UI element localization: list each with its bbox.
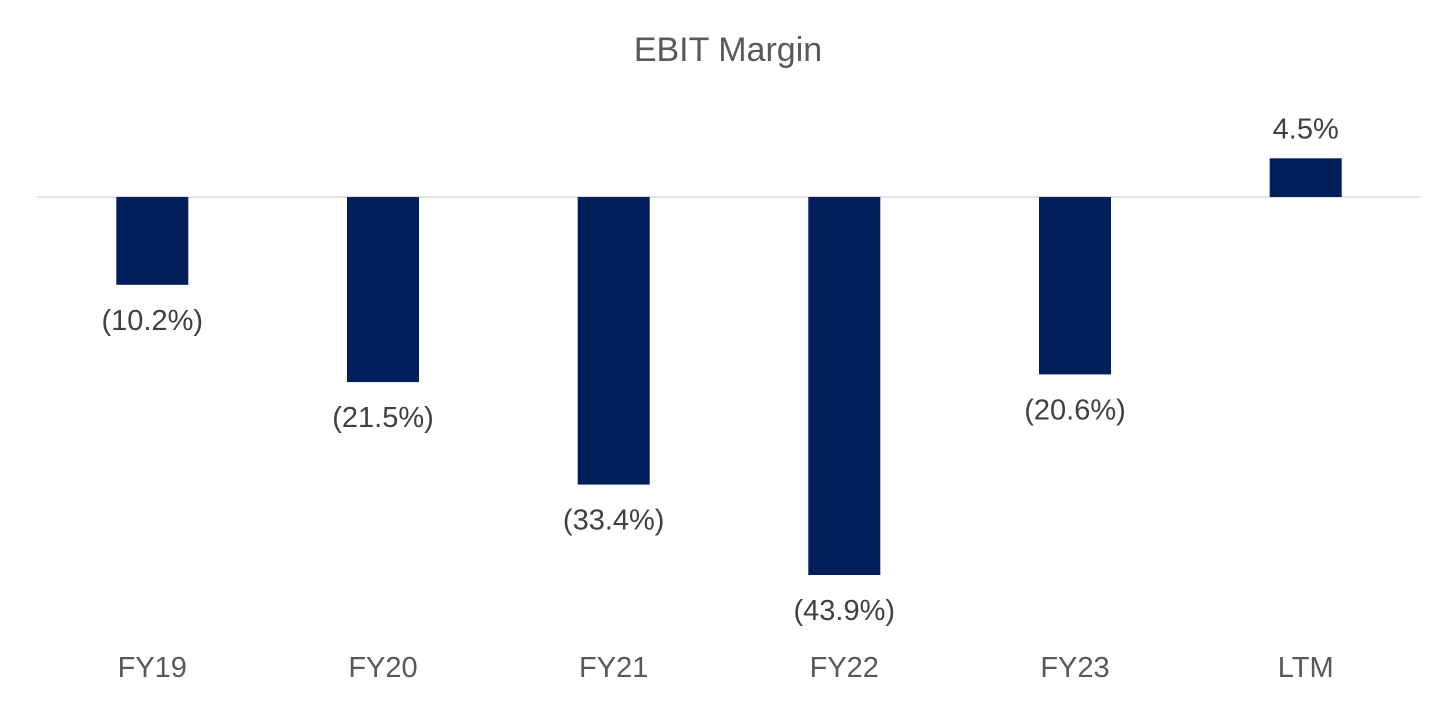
bar-fy21 (577, 197, 650, 485)
data-label-fy22: (43.9%) (794, 595, 896, 627)
bars-group (116, 158, 1342, 575)
bar-fy20 (347, 197, 419, 383)
category-label-ltm: LTM (1278, 652, 1334, 684)
bar-ltm (1269, 158, 1342, 197)
category-label-fy20: FY20 (348, 652, 417, 684)
bar-fy23 (1039, 197, 1111, 375)
category-label-fy23: FY23 (1040, 652, 1109, 684)
bar-fy22 (808, 197, 881, 575)
data-label-fy23: (20.6%) (1024, 394, 1126, 426)
bar-fy19 (116, 197, 189, 285)
data-labels-group: (10.2%) (21.5%) (33.4%) (43.9%) (20.6%) 4.5% (102, 113, 1339, 627)
data-label-fy21: (33.4%) (563, 505, 665, 537)
data-label-ltm: 4.5% (1273, 113, 1339, 145)
category-label-fy19: FY19 (118, 652, 187, 684)
category-label-fy22: FY22 (810, 652, 879, 684)
category-label-fy21: FY21 (579, 652, 648, 684)
data-label-fy20: (21.5%) (332, 402, 434, 434)
category-labels-group: FY19 FY20 FY21 FY22 FY23 LTM (118, 652, 1334, 684)
chart-title: EBIT Margin (634, 31, 822, 69)
data-label-fy19: (10.2%) (102, 305, 204, 337)
